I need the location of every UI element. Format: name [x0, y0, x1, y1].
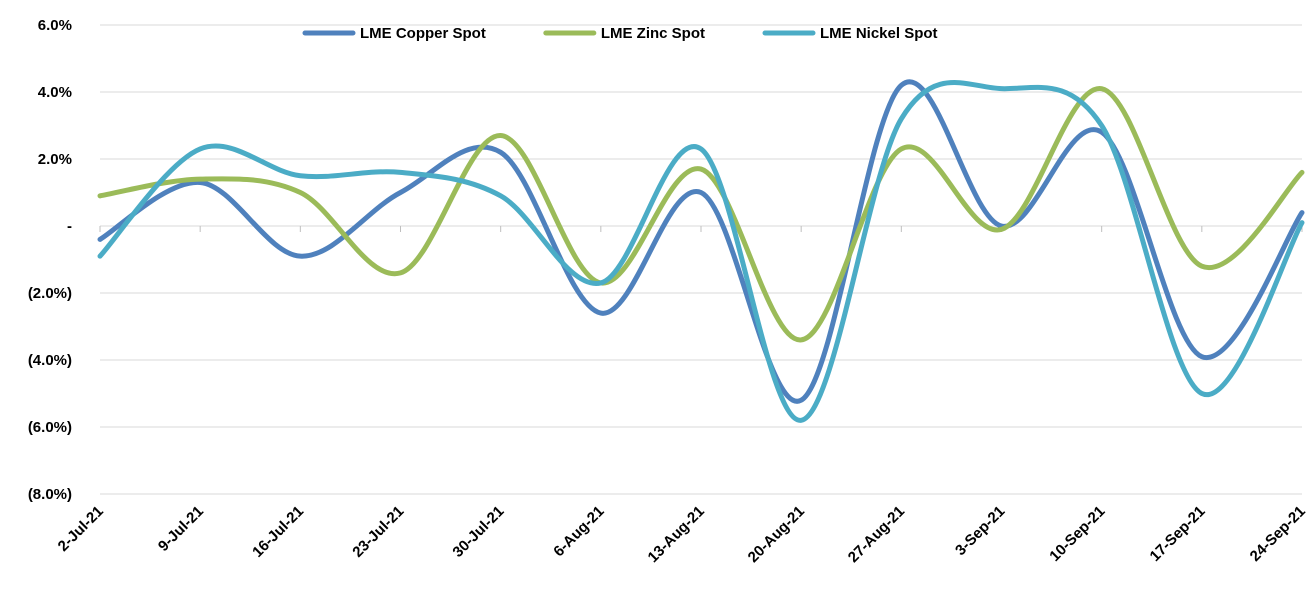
x-tick-label: 13-Aug-21	[645, 503, 708, 566]
x-tick-label: 6-Aug-21	[550, 503, 607, 560]
x-tick-label: 2-Jul-21	[55, 503, 107, 555]
legend-label-lme-copper-spot: LME Copper Spot	[360, 25, 486, 42]
x-tick-label: 30-Jul-21	[449, 503, 507, 561]
x-tick-label: 17-Sep-21	[1147, 503, 1209, 565]
y-axis-tick-labels: 6.0% 4.0% 2.0% - (2.0%) (4.0%) (6.0%) (8.0%)	[28, 17, 72, 503]
series-line-lme-copper-spot	[97, 79, 1305, 404]
gridlines	[100, 24, 1302, 495]
x-axis: 2-Jul-21 9-Jul-21 16-Jul-21 23-Jul-21 30-Jul…	[55, 225, 1306, 566]
x-tick-label: 27-Aug-21	[845, 503, 908, 566]
legend-label-lme-zinc-spot: LME Zinc Spot	[601, 25, 705, 42]
y-tick-label: 2.0%	[38, 151, 72, 168]
y-tick-label: (6.0%)	[28, 419, 72, 436]
x-tick-label: 9-Jul-21	[155, 503, 207, 555]
legend-label-lme-nickel-spot: LME Nickel Spot	[820, 25, 938, 42]
x-tick-label: 3-Sep-21	[952, 503, 1008, 559]
series-lines	[97, 79, 1305, 423]
y-tick-label: (8.0%)	[28, 486, 72, 503]
x-tick-label: 20-Aug-21	[745, 503, 808, 566]
legend: LME Copper Spot LME Zinc Spot LME Nickel S…	[302, 25, 938, 42]
x-tick-label: 23-Jul-21	[349, 503, 407, 561]
x-tick-label: 10-Sep-21	[1046, 503, 1108, 565]
y-tick-label: (4.0%)	[28, 352, 72, 369]
x-tick-label: 16-Jul-21	[249, 503, 307, 561]
x-tick-label: 24-Sep-21	[1247, 503, 1306, 565]
y-tick-label: 6.0%	[38, 17, 72, 34]
series-line-lme-nickel-spot	[97, 80, 1305, 423]
y-tick-label: -	[67, 218, 72, 235]
y-tick-label: 4.0%	[38, 84, 72, 101]
y-tick-label: (2.0%)	[28, 285, 72, 302]
series-line-lme-zinc-spot	[97, 86, 1305, 343]
